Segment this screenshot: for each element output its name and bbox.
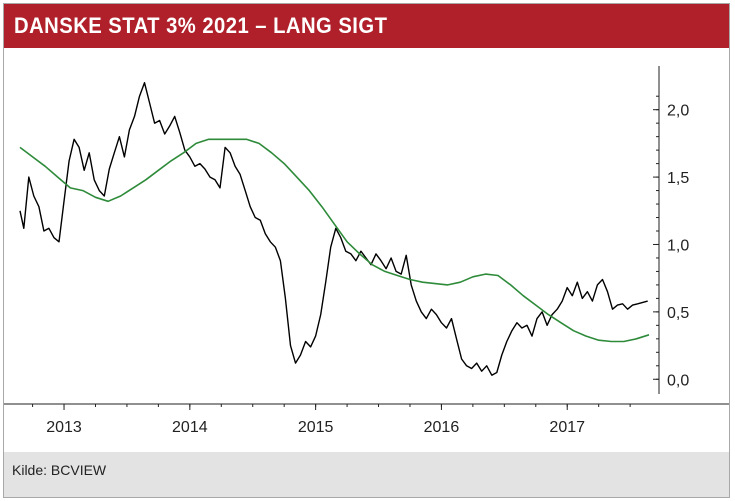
x-tick-label: 2013 bbox=[46, 419, 82, 436]
x-tick-label: 2015 bbox=[298, 419, 334, 436]
series-line-moving_average bbox=[19, 138, 650, 343]
y-tick-label: 1,0 bbox=[667, 237, 689, 254]
y-tick-label: 0,5 bbox=[667, 305, 689, 322]
plot-area: 0,0 0,5 1,0 1,5 2,0 2013 2014 2015 2016 2017 bbox=[4, 48, 729, 452]
x-tick-label: 2017 bbox=[549, 419, 585, 436]
footer: Kilde: BCVIEW bbox=[4, 452, 729, 497]
y-tick-label: 1,5 bbox=[667, 170, 689, 187]
y-tick-label: 0,0 bbox=[667, 372, 689, 389]
y-tick-label: 2,0 bbox=[667, 103, 689, 120]
chart-frame: DANSKE STAT 3% 2021 – LANG SIGT 0,0 0,5 1,… bbox=[3, 3, 730, 498]
series-line-price bbox=[19, 82, 648, 376]
x-tick-label: 2014 bbox=[172, 419, 208, 436]
x-tick-label: 2016 bbox=[424, 419, 460, 436]
source-label: Kilde: BCVIEW bbox=[12, 462, 107, 478]
chart-svg: 0,0 0,5 1,0 1,5 2,0 2013 2014 2015 2016 2017 bbox=[4, 66, 729, 436]
chart-header: DANSKE STAT 3% 2021 – LANG SIGT bbox=[4, 4, 729, 48]
chart-title: DANSKE STAT 3% 2021 – LANG SIGT bbox=[14, 13, 388, 38]
